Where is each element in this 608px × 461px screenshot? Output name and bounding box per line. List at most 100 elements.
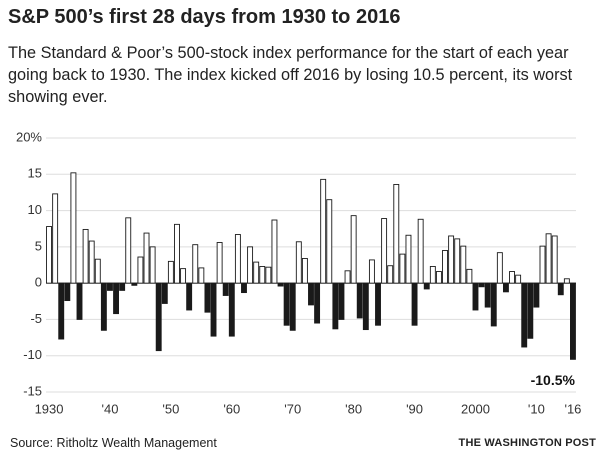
bar — [563, 278, 570, 284]
bar — [405, 234, 412, 284]
bar — [490, 282, 497, 327]
bar — [442, 250, 448, 284]
y-tick-label: -10 — [23, 347, 42, 362]
bar — [222, 282, 229, 296]
y-tick-label: -5 — [30, 311, 42, 326]
bar — [186, 282, 193, 311]
x-tick-label: 2000 — [461, 401, 490, 416]
bar — [539, 245, 546, 284]
bar — [70, 172, 77, 284]
bar — [515, 274, 522, 284]
x-tick-label: '60 — [223, 401, 240, 416]
bar — [301, 258, 308, 284]
x-tick-label: '40 — [101, 401, 118, 416]
bar — [283, 282, 290, 326]
bar — [155, 282, 162, 352]
bar — [94, 258, 101, 284]
bar — [527, 282, 534, 339]
x-tick-label: '80 — [345, 401, 362, 416]
bar — [174, 223, 180, 284]
bar — [119, 282, 126, 291]
x-tick-label: '50 — [162, 401, 179, 416]
chart-title: S&P 500’s first 28 days from 1930 to 201… — [8, 6, 401, 28]
bar — [332, 282, 339, 330]
bar — [411, 282, 418, 326]
bar — [423, 282, 430, 290]
bar — [551, 235, 558, 284]
bar — [399, 253, 406, 284]
bar — [570, 282, 576, 360]
y-tick-label: 5 — [35, 238, 42, 253]
bar — [143, 232, 150, 284]
bar — [338, 282, 345, 320]
bar — [356, 282, 363, 319]
bar — [454, 238, 461, 284]
bar — [131, 282, 138, 286]
bar — [545, 233, 552, 284]
bar — [234, 234, 241, 284]
bar — [557, 282, 564, 296]
credit: THE WASHINGTON POST — [458, 437, 596, 449]
bar — [113, 282, 120, 315]
y-tick-label: -15 — [23, 383, 42, 398]
bar — [295, 241, 302, 284]
bar — [326, 199, 333, 284]
bar — [533, 282, 540, 308]
bar — [393, 183, 400, 284]
x-tick-label: '10 — [528, 401, 545, 416]
bar — [466, 268, 473, 284]
y-tick-label: 10 — [28, 202, 42, 217]
x-tick-label: '90 — [406, 401, 423, 416]
bar — [100, 282, 107, 331]
bar — [502, 282, 509, 293]
bar — [167, 260, 174, 284]
bar — [277, 282, 284, 287]
bar — [368, 259, 375, 284]
bar — [76, 282, 83, 320]
bar — [509, 271, 515, 284]
bar — [478, 282, 485, 288]
bar — [435, 271, 442, 284]
bar — [417, 218, 424, 284]
bar — [375, 282, 381, 326]
bar — [344, 270, 351, 284]
y-tick-label: 0 — [35, 275, 42, 290]
bar — [137, 256, 144, 284]
bar — [265, 266, 272, 284]
bar — [259, 266, 266, 284]
bar — [448, 235, 455, 284]
x-tick-label: 1930 — [35, 401, 64, 416]
bar — [314, 282, 321, 324]
bar — [46, 226, 52, 284]
bar — [381, 218, 388, 284]
annotation: -10.5% — [531, 372, 576, 388]
bar — [521, 282, 528, 348]
bar — [198, 267, 205, 284]
bar — [320, 178, 327, 284]
bar — [180, 268, 187, 284]
bar — [82, 228, 89, 284]
x-tick-label: '16 — [564, 401, 581, 416]
source: Source: Ritholtz Wealth Management — [10, 436, 217, 450]
bar — [161, 282, 168, 304]
bar — [58, 282, 65, 340]
bar — [125, 217, 132, 284]
bar — [149, 246, 156, 284]
bar — [228, 282, 235, 337]
bar — [192, 244, 199, 284]
bar — [496, 252, 503, 284]
bar — [64, 282, 71, 302]
bar — [289, 282, 296, 331]
bar — [107, 282, 113, 291]
chart-subtitle: The Standard & Poor’s 500-stock index pe… — [8, 44, 573, 106]
y-tick-label: 20% — [16, 129, 42, 144]
bar — [350, 215, 357, 284]
y-tick-label: 15 — [28, 166, 42, 181]
bar — [210, 282, 217, 337]
bar — [362, 282, 369, 331]
bar — [241, 282, 247, 294]
x-tick-label: '70 — [284, 401, 301, 416]
bar — [271, 219, 278, 284]
bar — [247, 246, 254, 284]
